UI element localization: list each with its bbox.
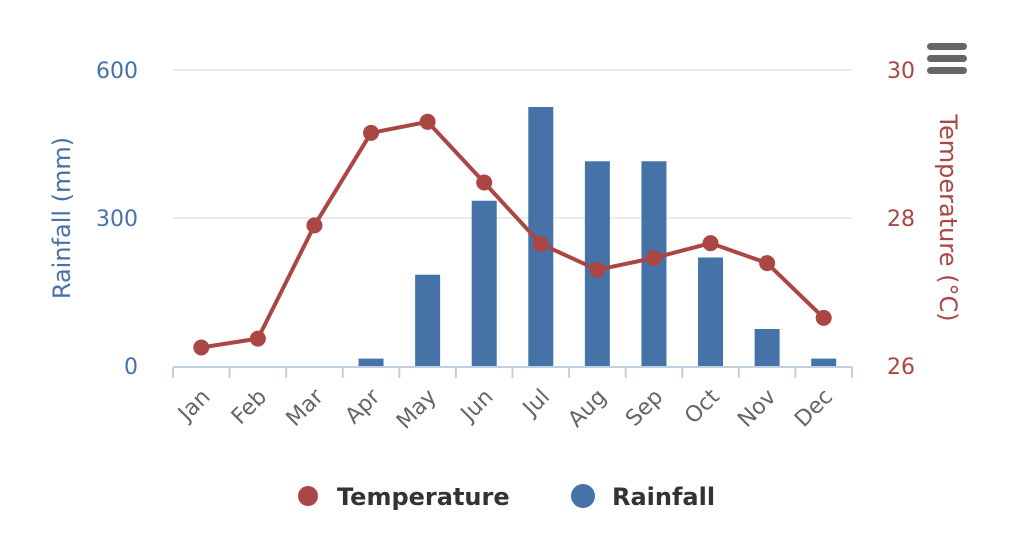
left-tick-label: 0 (124, 355, 138, 380)
x-tick-label: Oct (680, 384, 725, 429)
temperature-point (419, 113, 436, 130)
temperature-point (645, 249, 662, 266)
legend-marker (298, 486, 318, 506)
left-axis-title: Rainfall (mm) (48, 137, 76, 299)
rainfall-bars (358, 107, 837, 366)
right-tick-label: 30 (887, 59, 915, 84)
temperature-point (306, 217, 323, 234)
temperature-line (193, 113, 832, 356)
legend-label: Temperature (337, 483, 510, 511)
right-axis-title: Temperature (°C) (934, 113, 962, 321)
temperature-point (759, 255, 776, 272)
x-tick-label: Feb (227, 385, 272, 430)
legend-item-rainfall[interactable]: Rainfall (571, 483, 715, 511)
rainfall-bar (698, 257, 724, 366)
x-axis: Jan Feb Mar Apr May Jun Jul Aug Sep Oct Nov Dec (172, 366, 853, 435)
rainfall-bar (811, 358, 837, 366)
hamburger-menu-icon[interactable] (920, 38, 972, 80)
temperature-series-line (200, 119, 826, 350)
legend-marker (571, 484, 595, 508)
x-tick-label: Jul (517, 385, 555, 423)
temperature-point (532, 235, 549, 252)
legend-label: Rainfall (612, 483, 715, 511)
x-tick-label: Mar (282, 384, 330, 432)
rainfall-bar (471, 200, 497, 366)
x-tick-label: Dec (790, 385, 838, 433)
left-tick-label: 300 (96, 207, 138, 232)
right-tick-label: 28 (887, 207, 915, 232)
right-tick-label: 26 (887, 355, 915, 380)
rainfall-bar (754, 329, 780, 366)
grid-lines (173, 69, 852, 219)
temperature-point (815, 309, 832, 326)
x-tick-label: Aug (564, 385, 612, 433)
legend: Temperature Rainfall (298, 483, 715, 511)
temperature-point (249, 330, 266, 347)
x-tick-label: Jan (172, 385, 215, 428)
left-tick-label: 600 (96, 59, 138, 84)
x-tick-label: Nov (733, 385, 781, 433)
rainfall-bar (415, 274, 441, 366)
right-axis: Temperature (°C) 26 28 30 (887, 59, 962, 380)
x-tick-label: May (392, 385, 442, 435)
left-axis: Rainfall (mm) 0 300 600 (48, 59, 138, 380)
legend-item-temperature[interactable]: Temperature (298, 483, 510, 511)
temperature-point (193, 339, 210, 356)
temperature-point (476, 174, 493, 191)
rainfall-bar (358, 358, 384, 366)
x-tick-label: Apr (341, 384, 386, 429)
x-tick-label: Sep (621, 385, 668, 432)
temperature-point (363, 124, 380, 141)
temperature-point (702, 235, 719, 252)
temperature-point (589, 261, 606, 278)
x-tick-label: Jun (455, 385, 498, 428)
